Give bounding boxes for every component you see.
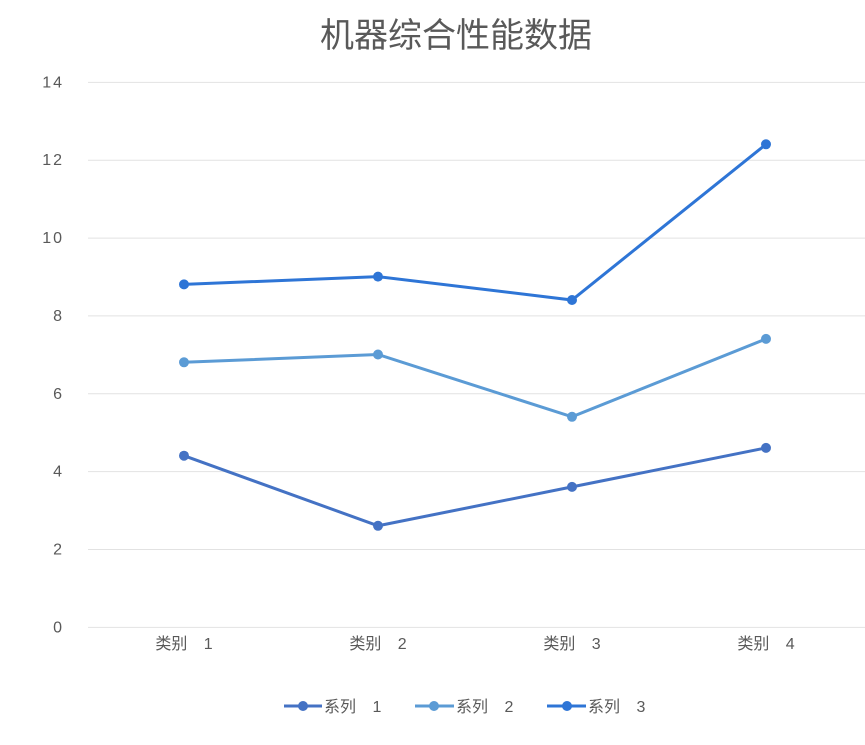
svg-text:类别 3: 类别 3 <box>543 635 600 653</box>
svg-text:2: 2 <box>53 542 64 559</box>
svg-text:4: 4 <box>53 464 64 481</box>
svg-text:系列 3: 系列 3 <box>588 698 645 716</box>
svg-text:0: 0 <box>53 619 64 636</box>
svg-text:8: 8 <box>53 308 64 325</box>
svg-text:10: 10 <box>42 230 64 247</box>
svg-text:14: 14 <box>42 74 64 91</box>
svg-text:12: 12 <box>42 152 64 169</box>
svg-text:系列 2: 系列 2 <box>456 698 513 716</box>
svg-text:系列 1: 系列 1 <box>324 698 381 716</box>
svg-text:类别 2: 类别 2 <box>349 635 406 653</box>
svg-text:类别 1: 类别 1 <box>155 635 212 653</box>
svg-text:类别 4: 类别 4 <box>737 635 794 653</box>
svg-text:6: 6 <box>53 386 64 403</box>
